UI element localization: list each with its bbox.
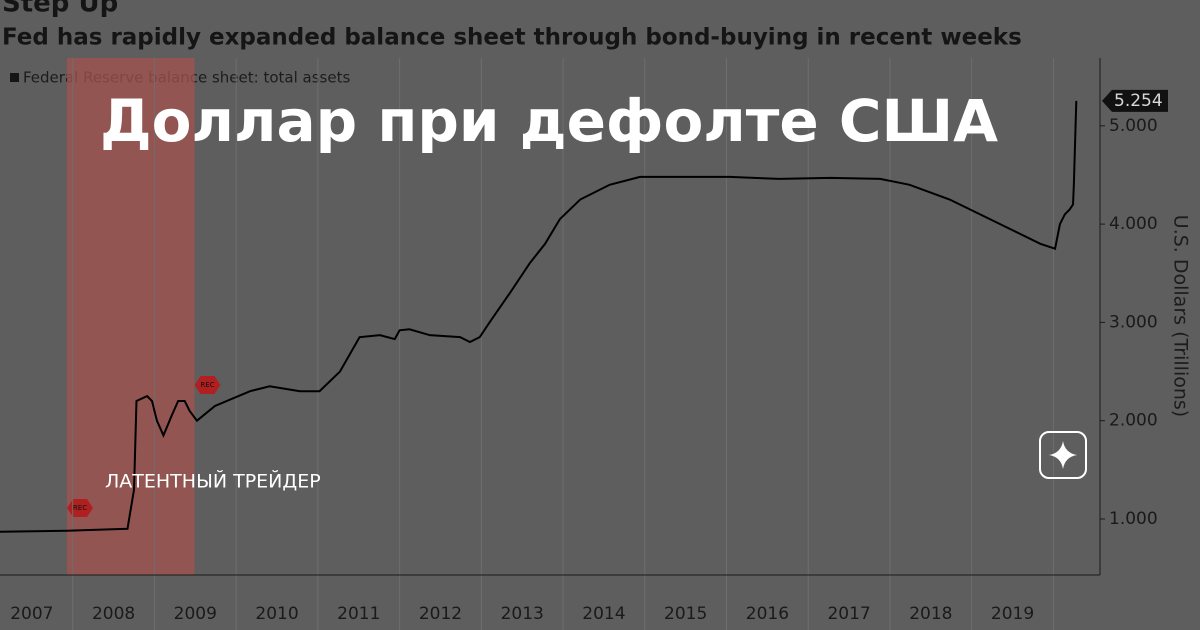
x-tick-label: 2018	[909, 604, 952, 624]
chart-title: Step Up	[2, 0, 118, 19]
x-tick-label: 2009	[174, 604, 217, 624]
y-tick-label: 5.000	[1109, 116, 1158, 136]
channel-name: ЛАТЕНТНЫЙ ТРЕЙДЕР	[105, 470, 321, 493]
x-tick-label: 2011	[337, 604, 380, 624]
plot-area: REC REC 2007 2008 2009 2010 2011 2012 2013 2014 20…	[0, 58, 1168, 630]
legend-swatch	[10, 73, 19, 82]
x-tick-label: 2012	[419, 604, 462, 624]
x-tick-label: 2017	[827, 604, 870, 624]
logo	[1039, 431, 1087, 479]
recession-marker	[194, 376, 221, 394]
recession-label: REC	[73, 504, 87, 512]
last-value-tag	[1102, 89, 1168, 112]
x-tick-label: 2008	[92, 604, 135, 624]
y-axis-label: U.S. Dollars (Trillions)	[1170, 215, 1192, 417]
x-tick-label: 2015	[664, 604, 707, 624]
series-line	[0, 100, 1078, 533]
last-value-label: 5.254	[1114, 91, 1163, 111]
y-tick-label: 2.000	[1109, 411, 1158, 431]
y-tick-label: 4.000	[1109, 214, 1158, 234]
recession-label: REC	[200, 381, 214, 389]
x-tick-label: 2016	[746, 604, 789, 624]
x-tick-label: 2013	[501, 604, 544, 624]
x-tick-label: 2019	[991, 604, 1034, 624]
y-tick-label: 3.000	[1109, 312, 1158, 332]
chart-subtitle: Fed has rapidly expanded balance sheet t…	[2, 25, 1022, 51]
recession-marker	[67, 499, 94, 517]
x-tick-label: 2007	[10, 604, 53, 624]
recession-band	[67, 58, 195, 575]
x-tick-label: 2014	[582, 604, 625, 624]
x-tick-label: 2010	[255, 604, 298, 624]
headline: Доллар при дефолте США	[100, 87, 998, 155]
y-tick-label: 1.000	[1109, 509, 1158, 529]
